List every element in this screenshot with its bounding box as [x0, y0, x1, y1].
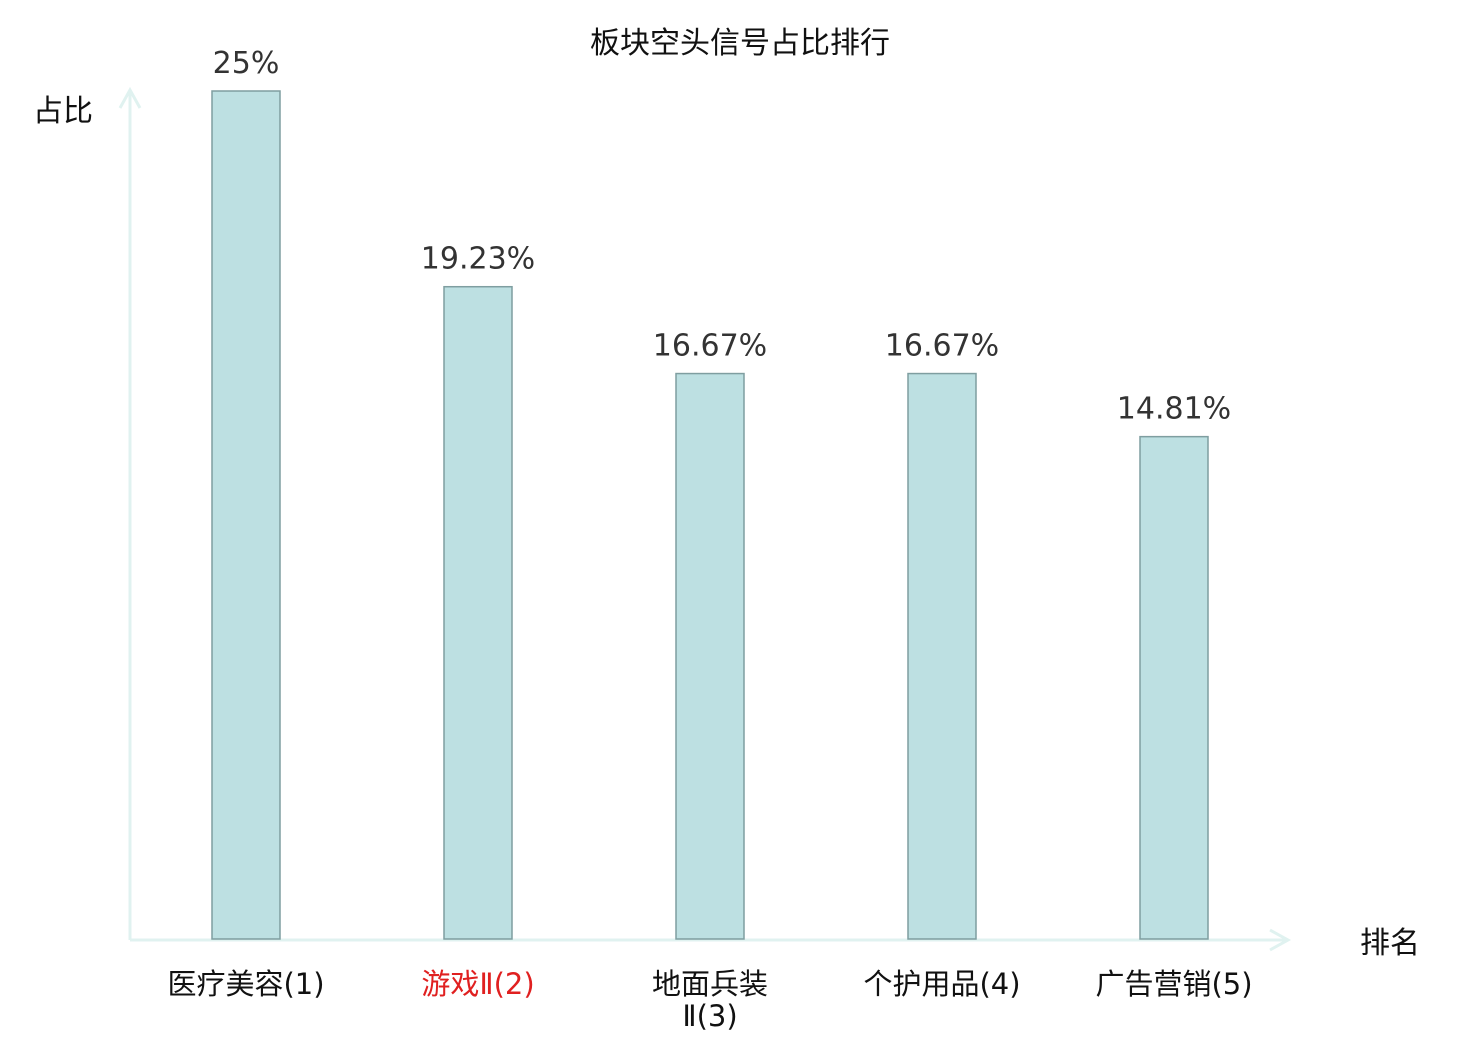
bar-5	[1139, 435, 1209, 940]
bar-4	[907, 372, 977, 940]
chart-title: 板块空头信号占比排行	[590, 26, 890, 61]
category-label-3: 地面兵装	[652, 967, 768, 1001]
category-label-5: 广告营销(5)	[1095, 967, 1252, 1001]
category-label-4: 个护用品(4)	[863, 967, 1020, 1001]
category-label-2: 游戏Ⅱ(2)	[421, 967, 534, 1001]
bar-3	[675, 372, 745, 940]
value-label-3: 16.67%	[653, 329, 767, 364]
y-axis-arrow	[118, 86, 142, 109]
value-label-1: 25%	[213, 46, 280, 81]
x-axis-label: 排名	[1360, 926, 1420, 961]
bar-1	[211, 90, 281, 940]
category-label-3-line2: Ⅱ(3)	[682, 999, 737, 1033]
value-label-5: 14.81%	[1117, 392, 1231, 427]
value-label-2: 19.23%	[421, 242, 535, 277]
value-label-4: 16.67%	[885, 329, 999, 364]
y-axis-label: 占比	[33, 94, 93, 129]
category-label-1: 医疗美容(1)	[167, 967, 324, 1001]
x-axis-arrow	[1269, 928, 1292, 952]
bar-2	[443, 285, 513, 940]
